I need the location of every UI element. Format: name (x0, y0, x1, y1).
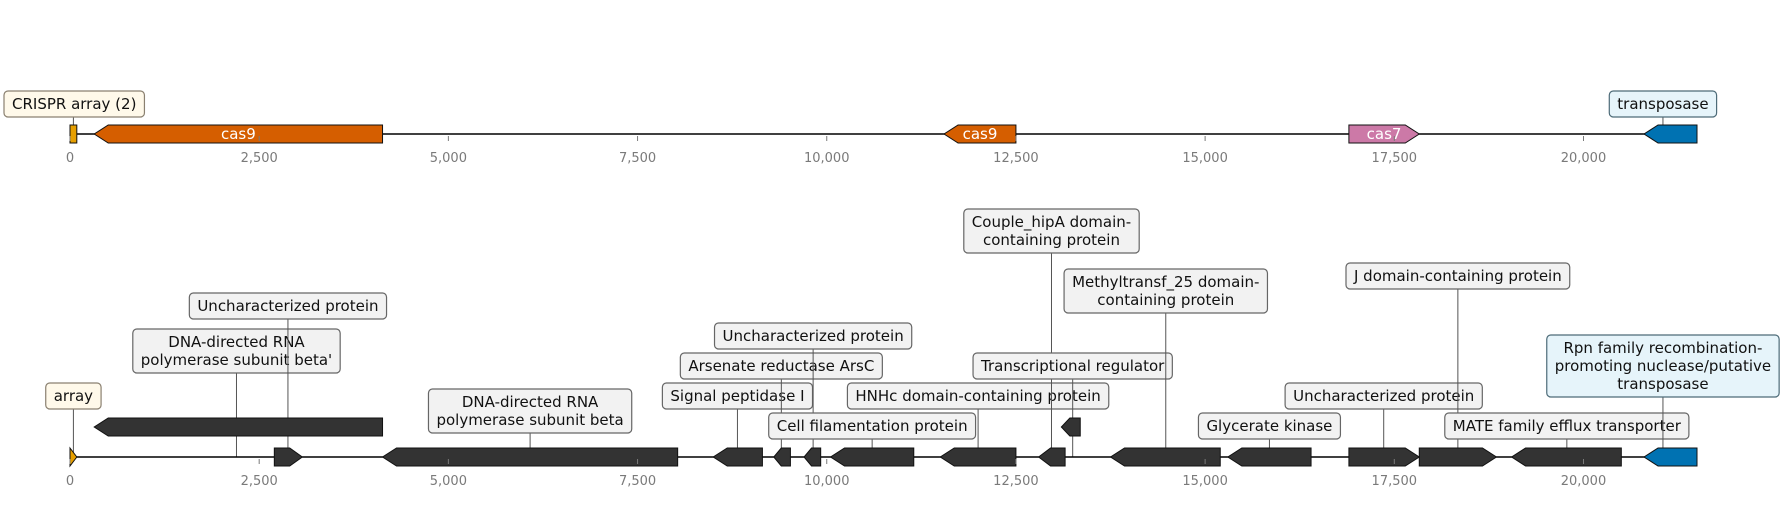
gene-arrow (69, 446, 78, 468)
gene-label: cas7 (1367, 125, 1402, 143)
gene-arrow (1226, 447, 1312, 467)
tick-label: 2,500 (241, 474, 278, 489)
gene-arrow (93, 124, 384, 144)
annotation-label: CRISPR array (2) (12, 95, 136, 113)
gene-arrow (93, 417, 384, 437)
gene-arrow (829, 447, 915, 467)
annotation-label: Uncharacterized protein (1293, 387, 1474, 405)
annotation-label: transposase (1617, 375, 1708, 393)
gene-arrow (939, 447, 1017, 467)
annotation-label: Methyltransf_25 domain- (1072, 273, 1259, 292)
tick-label: 12,500 (993, 151, 1039, 166)
annotation-box (972, 352, 1173, 380)
annotation-box (661, 382, 814, 410)
annotation-box (1063, 268, 1269, 314)
annotation-box (427, 388, 633, 434)
annotation-label: Signal peptidase I (670, 387, 804, 405)
tick-label: 12,500 (993, 474, 1039, 489)
annotation-box (713, 322, 913, 350)
gene-arrow (1418, 447, 1498, 467)
tick-label: 0 (66, 151, 74, 166)
annotation-label: DNA-directed RNA (462, 393, 599, 411)
annotation-label: Rpn family recombination- (1563, 339, 1762, 357)
gene-arrow (1348, 124, 1421, 144)
gene-arrow (712, 447, 763, 467)
gene-layer (69, 417, 1698, 468)
annotation-label: containing protein (1097, 291, 1234, 309)
gene-arrow (1643, 124, 1698, 144)
tick-label: 7,500 (619, 151, 656, 166)
annotation-box (679, 352, 883, 380)
annotation-box (3, 90, 146, 118)
tick-label: 20,000 (1561, 151, 1607, 166)
gene-arrow (1037, 447, 1066, 467)
gene-label: cas9 (963, 125, 998, 143)
annotation-box (1284, 382, 1483, 410)
gene-arrow (1060, 417, 1081, 437)
tick-label: 7,500 (619, 474, 656, 489)
axis-ticks: 0 2,500 5,000 7,500 10,000 12,500 15,000 17,500… (66, 136, 1606, 166)
gene-arrow (803, 447, 822, 467)
annotation-box (1444, 412, 1690, 440)
gene-arrow (1348, 447, 1421, 467)
annotation-label: Arsenate reductase ArsC (688, 357, 874, 375)
tick-label: 0 (66, 474, 74, 489)
annotation-label: polymerase subunit beta' (141, 351, 332, 369)
gene-arrow (773, 447, 791, 467)
annotation-label: Glycerate kinase (1206, 417, 1332, 435)
annotation-label: DNA-directed RNA (168, 333, 305, 351)
annotation-label: Transcriptional regulator (980, 357, 1165, 375)
annotation-layer: CRISPR array (2) transposase (3, 90, 1718, 134)
annotation-label: Cell filamentation protein (777, 417, 968, 435)
axis-ticks: 0 2,500 5,000 7,500 10,000 12,500 15,000 17,500… (66, 459, 1606, 489)
tick-label: 5,000 (430, 474, 467, 489)
annotation-box (188, 292, 388, 320)
gene-arrow (273, 447, 304, 467)
tick-label: 15,000 (1182, 151, 1228, 166)
annotation-label: Couple_hipA domain- (972, 213, 1131, 232)
tick-label: 15,000 (1182, 474, 1228, 489)
annotation-box (45, 382, 102, 410)
annotation-box (1608, 90, 1718, 118)
tick-label: 10,000 (804, 474, 850, 489)
gene-arrow (1109, 447, 1221, 467)
annotation-box (768, 412, 977, 440)
gene-layer: cas9 cas9 cas7 (69, 124, 1698, 144)
annotation-label: J domain-containing protein (1353, 267, 1562, 285)
gene-arrow (69, 124, 78, 144)
tick-label: 2,500 (241, 151, 278, 166)
annotation-box (846, 382, 1110, 410)
tick-label: 17,500 (1372, 151, 1418, 166)
tick-label: 17,500 (1372, 474, 1418, 489)
annotation-label: HNHc domain-containing protein (855, 387, 1100, 405)
annotation-label: promoting nuclease/putative (1555, 357, 1771, 375)
gene-arrow (381, 447, 679, 467)
annotation-label: Uncharacterized protein (723, 327, 904, 345)
tick-label: 20,000 (1561, 474, 1607, 489)
annotation-box (1197, 412, 1342, 440)
gene-arrow (1510, 447, 1622, 467)
annotation-box (963, 208, 1140, 254)
annotation-box (1345, 262, 1571, 290)
annotation-box (1546, 334, 1780, 398)
gene-arrow (1643, 447, 1698, 467)
annotation-label: polymerase subunit beta (436, 411, 623, 429)
annotation-label: Uncharacterized protein (197, 297, 378, 315)
annotation-label: transposase (1617, 95, 1708, 113)
tick-label: 10,000 (804, 151, 850, 166)
annotation-label: array (54, 387, 93, 405)
annotation-label: MATE family efflux transporter (1453, 417, 1682, 435)
tick-label: 5,000 (430, 151, 467, 166)
gene-label: cas9 (221, 125, 256, 143)
annotation-label: containing protein (983, 231, 1120, 249)
